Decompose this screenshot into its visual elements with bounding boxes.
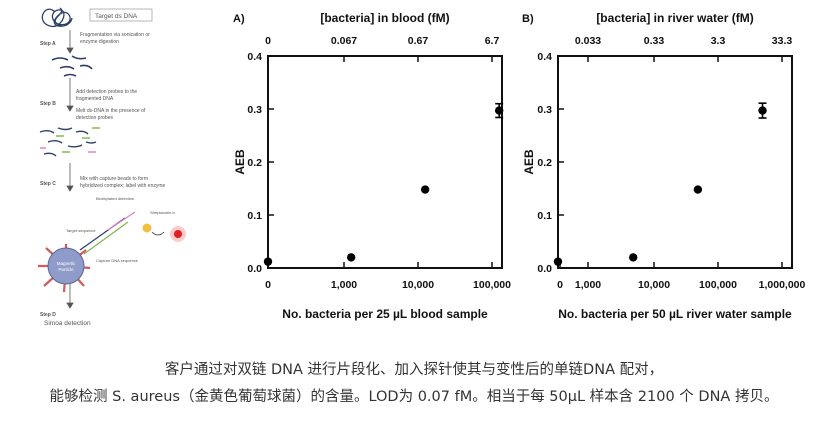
step-c-text-2: hybridized complex; label with enzyme [80,183,166,189]
chart-b-y-axis-label: AEB [522,149,536,175]
caption: 客户通过对双链 DNA 进行片段化、加入探针使其与变性后的单链DNA 配对， 能… [0,357,828,411]
charts-area: A) [bacteria] in blood (fM) 0 0.067 0.67 6.7 0… [233,11,806,321]
chart-b-x-axis-label: No. bacteria per 50 µL river water sampl… [558,307,792,321]
chart-b-top-tick-label: 3.3 [711,35,726,47]
chart-b-x-tick-label: 10,000 [638,279,670,291]
step-b-text-2: fragmented DNA [76,96,114,102]
chart-b-panel-label: B) [522,13,534,25]
chart-a-y-tick-label: 0.1 [247,210,262,222]
target-label-box [89,8,153,22]
complex-strands-icon [79,211,136,255]
chart-a-data-point [494,106,504,115]
label-target-seq: Target sequence [66,228,96,233]
chart-a-panel-label: A) [233,13,245,25]
enzyme-icon [142,223,152,233]
chart-b: B) [bacteria] in river water (fM) 0.033 0.3… [522,11,806,321]
chart-a-y-tick-label: 0.4 [247,51,262,63]
chart-a-plot-frame [267,55,503,269]
chart-b-y-tick-label: 0.0 [537,263,552,275]
chart-b-x-tick-label: 0 [557,279,563,291]
chart-b-top-tick-label: 0.33 [644,35,665,47]
bead-label-2: Particle [58,267,74,272]
step-a-text-2: enzyme digestion [80,39,119,45]
chart-a-x-tick-label: 10,000 [402,279,434,291]
step-d-label: Step D [40,312,56,318]
chart-b-top-tick-label: 33.3 [772,35,793,47]
chart-b-plot-frame [557,55,793,269]
chart-a-top-axis-label: [bacteria] in blood (fM) [320,11,449,25]
chart-a-y-tick-label: 0.0 [247,263,262,275]
chart-b-top-axis-label: [bacteria] in river water (fM) [596,11,753,25]
chart-b-x-tick-label: 1,000 [575,279,601,291]
step-b-text-3: Melt ds-DNA in the presence of [76,108,146,114]
chart-a-data-point [263,257,273,266]
chart-a-top-tick-label: 0 [265,35,271,47]
dna-tangle-icon [41,7,73,28]
chart-a-top-tick-label: 0.067 [331,35,357,47]
step-b-label: Step B [40,101,56,107]
chart-a-top-tick-label: 0.67 [408,35,429,47]
step-b-text-4: detection probes [76,115,113,121]
chart-b-data-point [553,257,563,266]
chart-b-x-tick-label: 100,000 [699,279,737,291]
fluorescence-icon [174,230,182,238]
magnetic-bead-icon [38,244,91,293]
chart-b-y-tick-label: 0.4 [537,51,552,63]
step-b-text-1: Add detection probes to the [76,89,137,95]
step-a-text-1: Fragmentation via sonication or [80,32,150,38]
chart-b-data-point [693,185,703,194]
workflow-arrows [66,30,74,309]
chart-a: A) [bacteria] in blood (fM) 0 0.067 0.67 6.7 0… [233,11,511,321]
caption-line-1: 客户通过对双链 DNA 进行片段化、加入探针使其与变性后的单链DNA 配对， [164,362,664,378]
chart-b-data-point [758,106,767,115]
substrate-arrow-icon [151,231,165,236]
chart-a-y-axis-label: AEB [233,149,247,175]
label-capture-seq: Capture DNA sequence [96,258,139,263]
bead-label-1: Magnetic [57,261,76,266]
probe-fragments-icon [39,127,100,157]
chart-a-top-tick-label: 6.7 [485,35,500,47]
step-c-text-1: Mix with capture beads to form [80,176,148,182]
caption-line-2: 能够检测 S. aureus（金黄色葡萄球菌）的含量。LOD为 0.07 fM。… [49,389,779,405]
chart-a-y-tick-label: 0.3 [247,104,262,116]
chart-a-y-tick-label: 0.2 [247,157,262,169]
chart-b-y-tick-label: 0.2 [537,157,552,169]
step-c-label: Step C [40,181,56,187]
chart-a-data-point [346,253,356,262]
chart-a-x-axis-label: No. bacteria per 25 µL blood sample [282,307,488,321]
chart-a-data-point [420,185,430,194]
target-label: Target ds DNA [95,13,138,20]
chart-b-y-tick-label: 0.1 [537,210,552,222]
step-d-text: Simoa detection [44,320,91,327]
dna-fragments-icon [51,55,93,77]
chart-b-x-tick-label: 1,000,000 [759,279,806,291]
label-streptavidin: Streptavidin-b [150,210,175,215]
chart-a-x-tick-label: 100,000 [473,279,511,291]
workflow-diagram: Target ds DNA Step A Fragmentation via s… [38,7,186,327]
label-biotinylated: Biotinylated detection [96,196,134,201]
chart-b-y-tick-label: 0.3 [537,104,552,116]
chart-b-data-point [629,253,638,262]
chart-b-top-tick-label: 0.033 [575,35,601,47]
step-a-label: Step A [40,41,56,47]
chart-a-x-tick-label: 0 [265,279,271,291]
chart-a-x-tick-label: 1,000 [331,279,357,291]
